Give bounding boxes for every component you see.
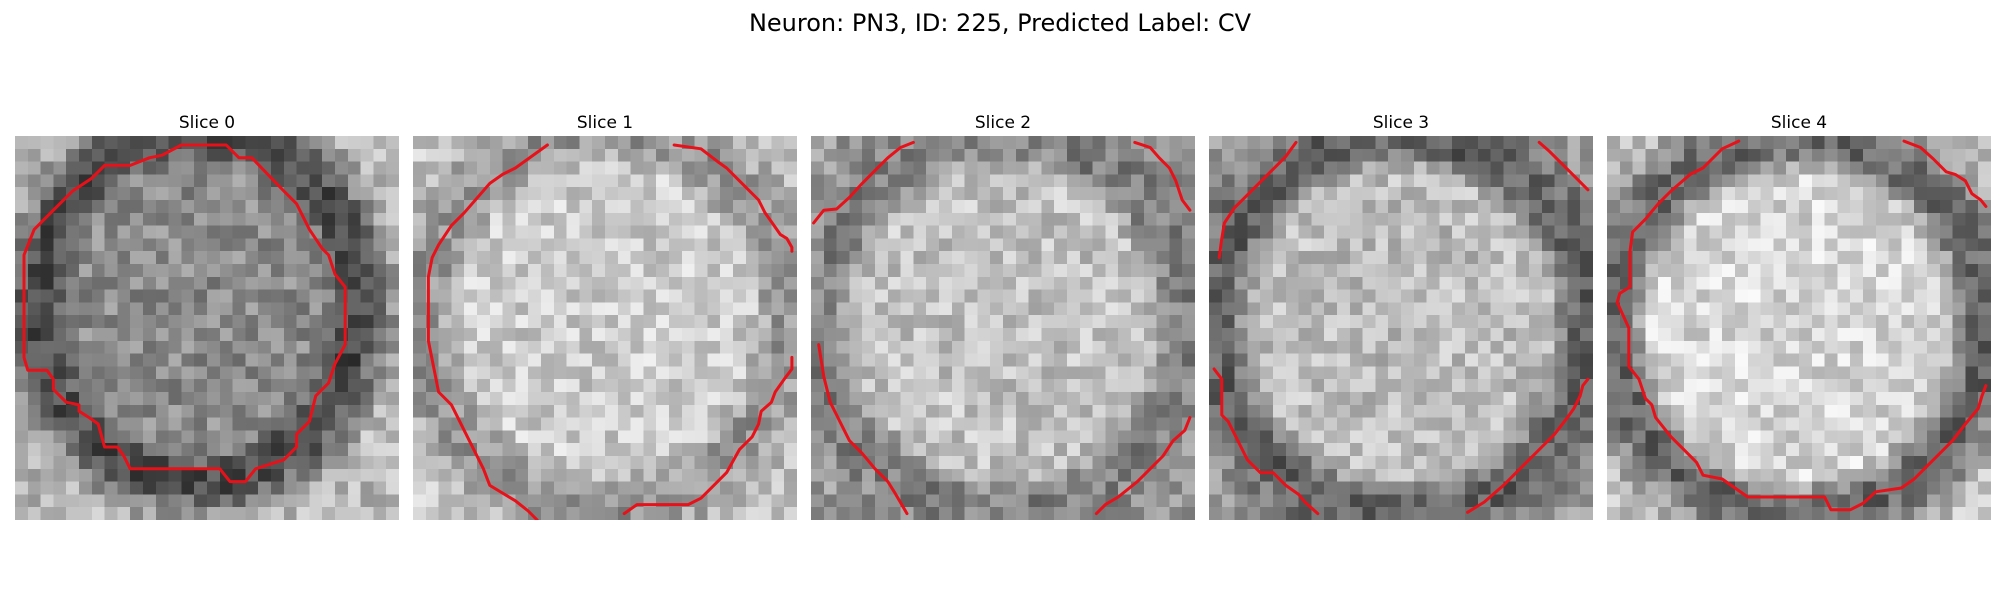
contour-line [1466, 377, 1590, 514]
contour-line [1217, 140, 1298, 260]
slice-panel: Slice 1 [413, 112, 797, 520]
slice-title: Slice 0 [178, 113, 236, 133]
contour-line [1094, 416, 1192, 516]
contour-line [1902, 139, 1988, 208]
slice-title: Slice 1 [576, 113, 634, 133]
slice-image [1607, 136, 1991, 520]
slice-image [15, 136, 399, 520]
contour-line [426, 143, 549, 520]
pixel-grid [811, 136, 1195, 520]
pixel-grid [15, 136, 399, 520]
slice-image [413, 136, 797, 520]
slice-title: Slice 3 [1372, 113, 1430, 133]
contour-line [812, 140, 915, 225]
contour-line [622, 355, 794, 516]
contour-line [1615, 139, 1988, 512]
pixel-grid [413, 136, 797, 520]
slice-title: Slice 4 [1770, 113, 1828, 133]
figure-title: Neuron: PN3, ID: 225, Predicted Label: C… [748, 9, 1252, 37]
pixel-grid [1607, 136, 1991, 520]
slice-panel: Slice 3 [1209, 112, 1593, 520]
contour-line [1537, 140, 1590, 192]
slice-panel: Slice 4 [1607, 112, 1991, 520]
slice-panel: Slice 0 [15, 112, 399, 520]
contour-line [1133, 140, 1192, 212]
contour-line [672, 143, 794, 253]
slice-image [1209, 136, 1593, 520]
slice-title: Slice 2 [974, 113, 1032, 133]
contour-line [817, 343, 909, 516]
slice-image [811, 136, 1195, 520]
contour-line [1212, 367, 1320, 516]
slice-panel: Slice 2 [811, 112, 1195, 520]
pixel-grid [1209, 136, 1593, 520]
contour-line [22, 143, 347, 484]
